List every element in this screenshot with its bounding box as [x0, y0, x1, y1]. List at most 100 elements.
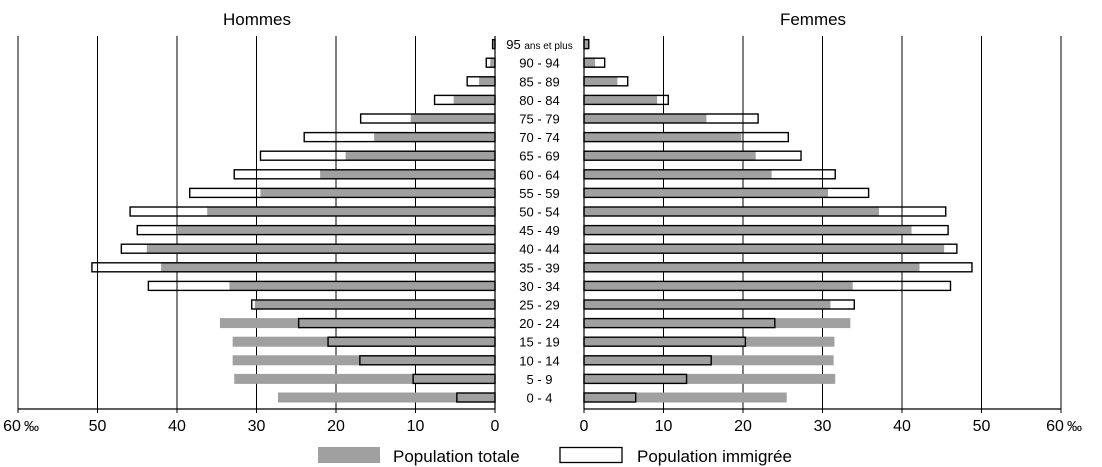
age-label-bg — [498, 186, 581, 199]
unit-label-women: ‰ — [1067, 418, 1082, 435]
bar-total-men — [277, 392, 495, 403]
gridlines — [17, 36, 1062, 409]
bar-total-women — [584, 280, 853, 291]
bar-total-women — [584, 57, 596, 68]
age-label: 80 - 84 — [519, 93, 559, 108]
age-label-bg — [498, 168, 581, 181]
age-label-bg — [498, 149, 581, 162]
bar-total-men — [207, 206, 495, 217]
age-label: 25 - 29 — [519, 298, 559, 313]
tick-label-women: 60 — [1046, 418, 1064, 435]
age-label: 10 - 14 — [519, 353, 559, 368]
age-label-bg — [498, 131, 581, 144]
tick-label-men: 40 — [168, 418, 186, 435]
bar-total-women — [584, 225, 912, 236]
age-label-bg — [498, 75, 581, 88]
bar-total-men — [234, 373, 496, 384]
bar-total-men — [177, 225, 495, 236]
legend-label-total: Population totale — [393, 447, 520, 466]
bar-total-men — [479, 76, 495, 87]
unit-label-men: ‰ — [24, 418, 39, 435]
bar-total-men — [232, 355, 495, 366]
bar-total-women — [584, 39, 589, 50]
bar-total-men — [345, 150, 495, 161]
bar-total-men — [254, 299, 495, 310]
age-label: 90 - 94 — [519, 56, 559, 71]
tick-label-men: 20 — [327, 418, 345, 435]
age-label: 70 - 74 — [519, 130, 559, 145]
tick-label-women: 0 — [580, 418, 589, 435]
age-label-bg — [498, 224, 581, 237]
tick-label-women: 50 — [973, 418, 991, 435]
tick-label-women: 30 — [814, 418, 832, 435]
tick-label-women: 10 — [655, 418, 673, 435]
age-label: 35 - 39 — [519, 260, 559, 275]
bars — [91, 38, 973, 403]
bar-total-women — [584, 76, 618, 87]
bar-total-women — [584, 355, 834, 366]
bar-total-women — [584, 187, 829, 198]
age-label: 20 - 24 — [519, 316, 559, 331]
age-label-top: 95 ans et plus — [506, 37, 572, 52]
bar-total-women — [584, 243, 945, 254]
tick-label-men: 50 — [89, 418, 107, 435]
bar-total-women — [584, 373, 836, 384]
age-label-bg — [498, 93, 581, 106]
tick-label-women: 20 — [734, 418, 752, 435]
age-label-top-suffix: ans et plus — [524, 41, 572, 52]
age-label-bg — [498, 354, 581, 367]
bar-total-women — [584, 150, 756, 161]
age-label: 75 - 79 — [519, 112, 559, 127]
bar-total-women — [584, 206, 879, 217]
bar-total-men — [229, 280, 495, 291]
age-label: 5 - 9 — [526, 372, 552, 387]
legend-swatch-immigrant — [559, 446, 623, 464]
age-label-bg — [498, 56, 581, 69]
panel-title-women: Femmes — [780, 10, 846, 29]
bar-total-women — [584, 299, 831, 310]
age-label: 15 - 19 — [519, 335, 559, 350]
age-label: 85 - 89 — [519, 74, 559, 89]
age-label: 30 - 34 — [519, 279, 559, 294]
bar-total-men — [161, 262, 495, 273]
age-label-bg — [498, 261, 581, 274]
tick-label-men: 0 — [491, 418, 500, 435]
age-label: 60 - 64 — [519, 167, 559, 182]
bar-total-women — [584, 318, 851, 329]
bar-total-men — [453, 94, 495, 105]
tick-label-men: 30 — [248, 418, 266, 435]
tick-label-men: 60 — [3, 418, 21, 435]
legend: Population totale Population immigrée — [318, 446, 792, 466]
tick-label-women: 40 — [893, 418, 911, 435]
bar-total-women — [584, 113, 707, 124]
age-label: 65 - 69 — [519, 149, 559, 164]
age-label-bg — [498, 242, 581, 255]
age-label: 45 - 49 — [519, 223, 559, 238]
bar-total-women — [584, 392, 787, 403]
age-label: 0 - 4 — [526, 391, 552, 406]
axes — [17, 36, 1062, 413]
panel-title-men: Hommes — [223, 10, 291, 29]
bar-total-women — [584, 336, 835, 347]
bar-total-men — [490, 57, 495, 68]
bar-total-men — [410, 113, 495, 124]
age-label-bg — [498, 335, 581, 348]
bar-total-men — [493, 39, 495, 50]
tick-label-men: 10 — [407, 418, 425, 435]
bar-total-women — [584, 132, 742, 143]
age-label: 50 - 54 — [519, 205, 559, 220]
age-label-bg — [498, 205, 581, 218]
age-label: 55 - 59 — [519, 186, 559, 201]
x-tick-labels: 60 ‰ 50 40 30 20 10 0 0 10 20 30 40 50 60 ‰ — [3, 418, 1082, 435]
age-label-bg — [498, 317, 581, 330]
bar-total-men — [374, 132, 495, 143]
bar-total-women — [584, 262, 920, 273]
bar-total-men — [320, 169, 495, 180]
legend-label-immigrant: Population immigrée — [637, 447, 792, 466]
bar-total-men — [232, 336, 495, 347]
age-label-bg — [498, 279, 581, 292]
age-label-bg — [498, 112, 581, 125]
age-label-bg — [498, 372, 581, 385]
bar-total-men — [146, 243, 496, 254]
